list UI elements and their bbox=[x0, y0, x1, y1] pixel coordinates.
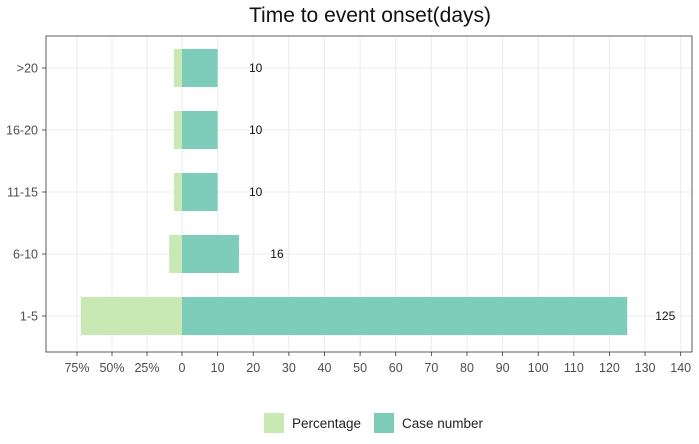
legend-label: Percentage bbox=[292, 416, 361, 431]
percentage-bar bbox=[173, 111, 182, 149]
y-tick-label: >20 bbox=[17, 62, 38, 76]
x-tick-label: 140 bbox=[670, 361, 691, 375]
x-tick-label: 30 bbox=[282, 361, 296, 375]
data-label: 10 bbox=[249, 185, 263, 199]
x-tick-label: 70 bbox=[424, 361, 438, 375]
x-tick-label: 80 bbox=[460, 361, 474, 375]
y-axis: >20 16-20 11-15 6-10 1-5 bbox=[6, 62, 46, 324]
bars bbox=[80, 49, 628, 335]
legend-swatch bbox=[264, 413, 284, 433]
case-number-bar bbox=[182, 297, 628, 335]
case-number-bar bbox=[182, 173, 218, 211]
data-label: 125 bbox=[655, 309, 675, 323]
legend-swatch bbox=[374, 413, 394, 433]
data-labels: 10 10 10 16 125 bbox=[249, 61, 676, 323]
x-tick-label: 10 bbox=[211, 361, 225, 375]
case-number-bar bbox=[182, 111, 218, 149]
y-tick-label: 1-5 bbox=[20, 310, 38, 324]
x-tick-label: 60 bbox=[389, 361, 403, 375]
y-tick-label: 16-20 bbox=[6, 124, 38, 138]
legend-label: Case number bbox=[402, 416, 484, 431]
x-tick-label: 100 bbox=[528, 361, 549, 375]
y-tick-label: 6-10 bbox=[13, 248, 38, 262]
y-tick-label: 11-15 bbox=[7, 186, 38, 200]
x-tick-label: 130 bbox=[635, 361, 656, 375]
x-tick-label: 25% bbox=[134, 361, 159, 375]
percentage-bar bbox=[173, 173, 182, 211]
data-label: 10 bbox=[249, 61, 263, 75]
x-tick-label: 50% bbox=[99, 361, 124, 375]
x-tick-label: 50 bbox=[353, 361, 367, 375]
percentage-bar bbox=[173, 49, 182, 87]
legend: Percentage Case number bbox=[264, 413, 484, 433]
x-tick-label: 0 bbox=[179, 361, 186, 375]
x-axis: 75% 50% 25% 0 10 20 30 40 50 60 70 80 90 100 110 120 130… bbox=[64, 352, 691, 375]
x-tick-label: 120 bbox=[599, 361, 620, 375]
percentage-bar bbox=[169, 235, 182, 273]
chart-title: Time to event onset(days) bbox=[249, 4, 491, 27]
x-tick-label: 40 bbox=[318, 361, 332, 375]
percentage-bar bbox=[80, 297, 182, 335]
x-tick-label: 110 bbox=[564, 361, 584, 375]
data-label: 16 bbox=[270, 247, 284, 261]
x-tick-label: 20 bbox=[246, 361, 260, 375]
x-tick-label: 90 bbox=[496, 361, 510, 375]
case-number-bar bbox=[182, 235, 239, 273]
data-label: 10 bbox=[249, 123, 263, 137]
case-number-bar bbox=[182, 49, 218, 87]
x-tick-label: 75% bbox=[64, 361, 89, 375]
